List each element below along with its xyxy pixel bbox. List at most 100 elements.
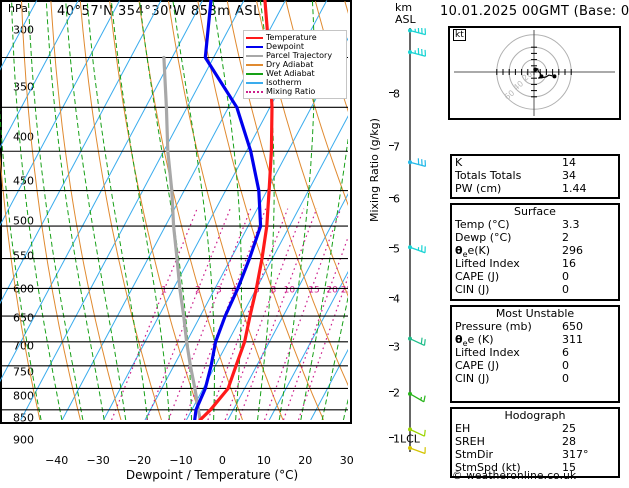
temp-tick-20: 20: [298, 454, 312, 467]
wind-barb-column: [394, 28, 434, 488]
svg-text:8: 8: [270, 286, 276, 296]
most-unstable-key: CIN (J): [452, 372, 562, 385]
legend-item: Parcel Trajectory: [246, 51, 344, 60]
surface-row: CIN (J)0: [452, 283, 618, 296]
surface-value: 296: [562, 244, 618, 257]
indices-value: 14: [562, 156, 618, 169]
surface-row: CAPE (J)0: [452, 270, 618, 283]
legend-label: Isotherm: [266, 78, 302, 87]
legend-swatch-0: [246, 37, 263, 39]
svg-text:15: 15: [308, 286, 319, 296]
legend-swatch-3: [246, 64, 263, 66]
wind-barb: [408, 28, 425, 35]
surface-row: Temp (°C)3.3: [452, 218, 618, 231]
surface-value: 16: [562, 257, 618, 270]
legend-label: Mixing Ratio: [266, 87, 315, 96]
svg-text:10: 10: [284, 286, 296, 296]
surface-key: Temp (°C): [452, 218, 562, 231]
date-title: 10.01.2025 00GMT (Base: 00): [440, 4, 629, 19]
indices-key: PW (cm): [452, 182, 562, 195]
svg-text:2: 2: [195, 286, 201, 296]
legend-swatch-6: [246, 91, 263, 93]
most-unstable-row: θee (K)311: [452, 333, 618, 346]
surface-title: Surface: [452, 205, 618, 218]
hodo-stat-key: EH: [452, 422, 562, 435]
most-unstable-row: CAPE (J)0: [452, 359, 618, 372]
surface-value: 3.3: [562, 218, 618, 231]
most-unstable-key: Pressure (mb): [452, 320, 562, 333]
most-unstable-title: Most Unstable: [452, 307, 618, 320]
hodo-stat-title: Hodograph: [452, 409, 618, 422]
temp-tick--30: −30: [87, 454, 110, 467]
legend-item: Isotherm: [246, 78, 344, 87]
surface-key: Dewp (°C): [452, 231, 562, 244]
most-unstable-value: 6: [562, 346, 618, 359]
legend-label: Dewpoint: [266, 42, 304, 51]
most-unstable-value: 311: [562, 333, 618, 346]
legend-label: Parcel Trajectory: [266, 51, 332, 60]
legend-swatch-4: [246, 73, 263, 75]
legend-item: Wet Adiabat: [246, 69, 344, 78]
svg-text:40: 40: [512, 79, 526, 92]
x-axis-title: Dewpoint / Temperature (°C): [36, 468, 388, 482]
legend-item: Dewpoint: [246, 42, 344, 51]
wind-barb: [408, 158, 425, 166]
legend-item: Dry Adiabat: [246, 60, 344, 69]
temp-tick--10: −10: [169, 454, 192, 467]
height-axis-unit-asl: ASL: [395, 14, 416, 26]
legend-label: Dry Adiabat: [266, 60, 313, 69]
surface-value: 2: [562, 231, 618, 244]
legend-label: Temperature: [266, 33, 317, 42]
most-unstable-value: 0: [562, 359, 618, 372]
indices-key: K: [452, 156, 562, 169]
most-unstable-value: 650: [562, 320, 618, 333]
surface-key: Lifted Index: [452, 257, 562, 270]
hodo-stat-key: SREH: [452, 435, 562, 448]
wind-barb: [408, 446, 425, 453]
indices-value: 34: [562, 169, 618, 182]
legend-swatch-2: [246, 55, 263, 57]
surface-key: CAPE (J): [452, 270, 562, 283]
hodo-stat-value: 28: [562, 435, 618, 448]
wind-barb: [408, 48, 425, 56]
legend-label: Wet Adiabat: [266, 69, 315, 78]
legend-swatch-1: [246, 46, 263, 48]
surface-row: Dewp (°C)2: [452, 231, 618, 244]
surface-row: θee(K)296: [452, 244, 618, 257]
temp-tick-10: 10: [257, 454, 271, 467]
copyright-notice: © weatheronline.co.uk: [452, 470, 576, 482]
most-unstable-value: 0: [562, 372, 618, 385]
most-unstable-row: Pressure (mb)650: [452, 320, 618, 333]
temp-tick--40: −40: [45, 454, 68, 467]
indices-key: Totals Totals: [452, 169, 562, 182]
indices-row: PW (cm)1.44: [452, 182, 618, 195]
most-unstable-key: CAPE (J): [452, 359, 562, 372]
surface-key: CIN (J): [452, 283, 562, 296]
temp-tick--20: −20: [128, 454, 151, 467]
hodo-stat-key: StmDir: [452, 448, 562, 461]
hodo-stat-value: 25: [562, 422, 618, 435]
temp-tick-30: 30: [340, 454, 354, 467]
legend-item: Temperature: [246, 33, 344, 42]
indices-value: 1.44: [562, 182, 618, 195]
hodograph-unit-label: kt: [453, 29, 466, 41]
legend-swatch-5: [246, 82, 263, 84]
svg-text:3: 3: [216, 286, 222, 296]
svg-text:25: 25: [341, 286, 348, 296]
most-unstable-key: Lifted Index: [452, 346, 562, 359]
hodo-stat-value: 317°: [562, 448, 618, 461]
mixing-ratio-axis-label: Mixing Ratio (g/kg): [368, 118, 381, 222]
